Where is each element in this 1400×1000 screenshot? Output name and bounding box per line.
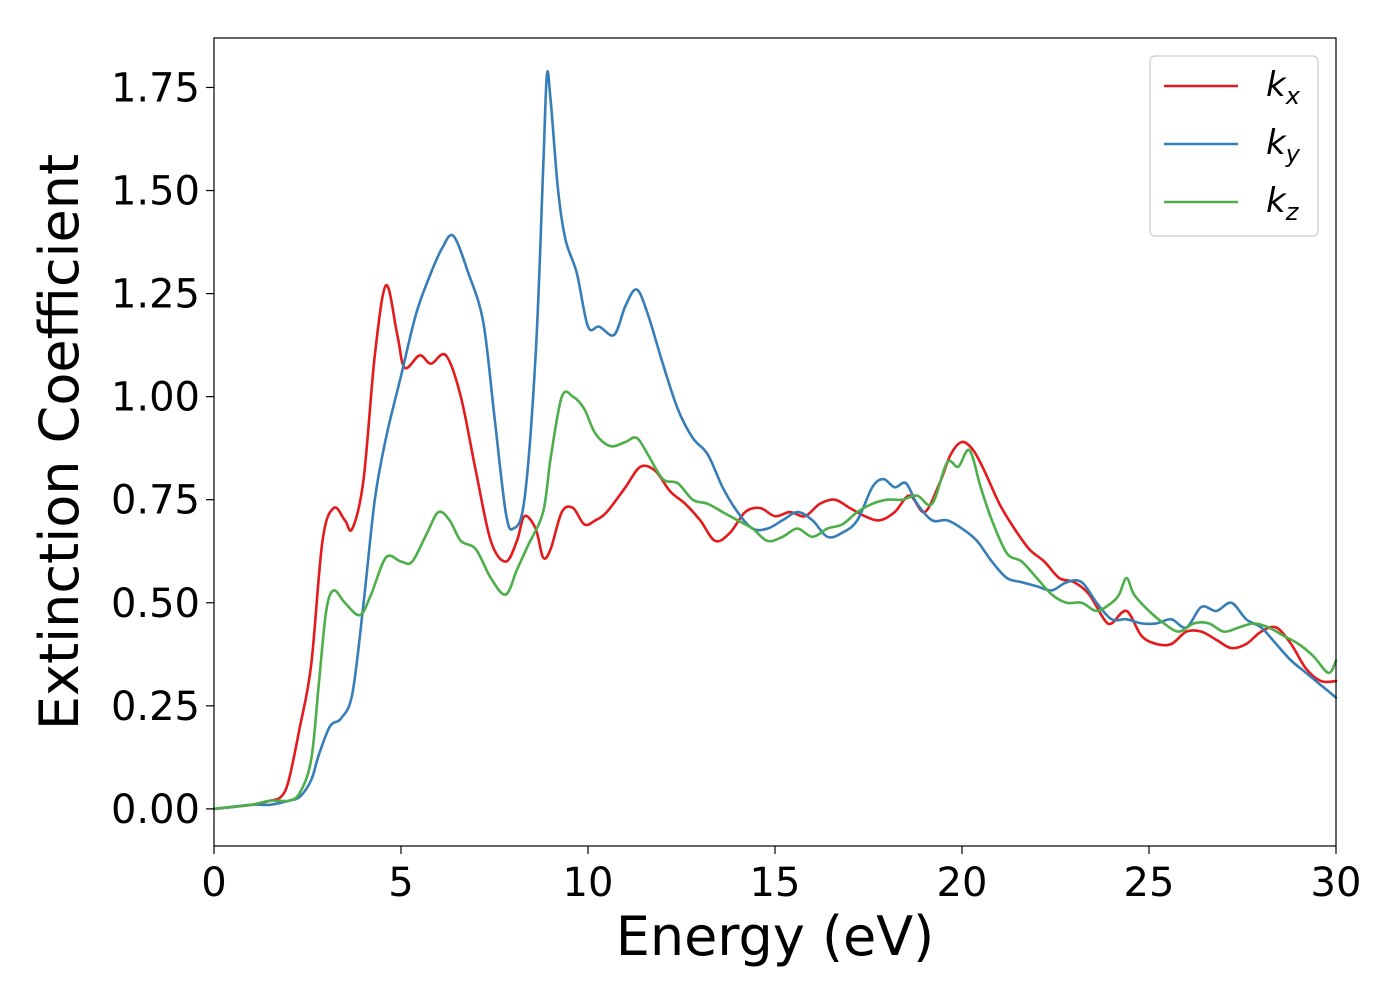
legend: kx ky kz [1149, 55, 1319, 237]
legend-box [1149, 55, 1319, 237]
y-tick-label: 0.75 [111, 478, 200, 524]
y-tick-label: 0.50 [111, 581, 200, 627]
x-tick-label: 15 [750, 860, 801, 906]
series-layer [212, 70, 1338, 811]
y-axis: 0.00 0.25 0.50 0.75 1.00 1.25 1.50 1.75 [111, 65, 214, 833]
y-tick-label: 0.00 [111, 787, 200, 833]
y-tick-label: 1.50 [111, 169, 200, 215]
legend-label-y: ky [1266, 123, 1301, 168]
x-tick-label: 10 [563, 860, 614, 906]
x-tick-label: 0 [201, 860, 226, 906]
y-tick-label: 0.25 [111, 684, 200, 730]
legend-label-z: kz [1266, 181, 1300, 226]
x-axis-label: Energy (eV) [616, 905, 935, 968]
x-tick-label: 30 [1311, 860, 1362, 906]
y-tick-label: 1.25 [111, 272, 200, 318]
y-axis-label: Extinction Coefficient [28, 154, 91, 730]
series-line-y [212, 70, 1338, 811]
x-axis: 0 5 10 15 20 25 30 [201, 846, 1361, 906]
x-tick-label: 20 [937, 860, 988, 906]
series-line-z [212, 390, 1338, 811]
series-line-x [212, 283, 1338, 811]
legend-label-x: kx [1266, 65, 1301, 110]
x-tick-label: 5 [388, 860, 413, 906]
x-tick-label: 25 [1124, 860, 1175, 906]
y-tick-label: 1.00 [111, 375, 200, 421]
y-tick-label: 1.75 [111, 65, 200, 111]
